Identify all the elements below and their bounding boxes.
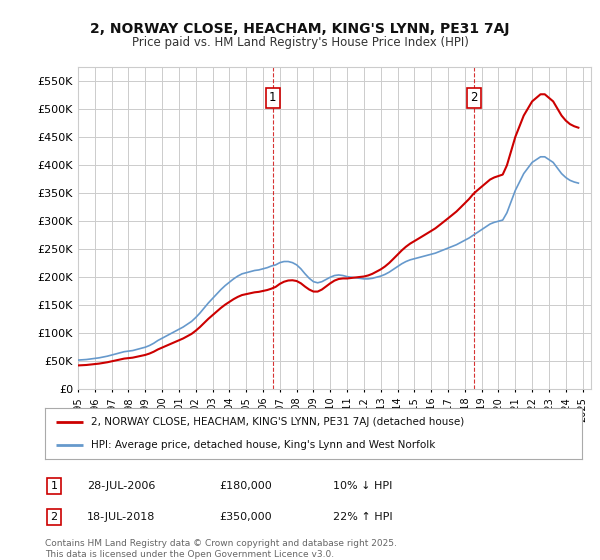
- Text: £180,000: £180,000: [219, 481, 272, 491]
- Text: Contains HM Land Registry data © Crown copyright and database right 2025.
This d: Contains HM Land Registry data © Crown c…: [45, 539, 397, 559]
- Text: 18-JUL-2018: 18-JUL-2018: [87, 512, 155, 522]
- Text: 2, NORWAY CLOSE, HEACHAM, KING'S LYNN, PE31 7AJ: 2, NORWAY CLOSE, HEACHAM, KING'S LYNN, P…: [90, 22, 510, 36]
- Text: 28-JUL-2006: 28-JUL-2006: [87, 481, 155, 491]
- Text: Price paid vs. HM Land Registry's House Price Index (HPI): Price paid vs. HM Land Registry's House …: [131, 36, 469, 49]
- Text: 1: 1: [269, 91, 277, 104]
- Text: 2, NORWAY CLOSE, HEACHAM, KING'S LYNN, PE31 7AJ (detached house): 2, NORWAY CLOSE, HEACHAM, KING'S LYNN, P…: [91, 417, 464, 427]
- Text: 1: 1: [50, 481, 58, 491]
- Text: HPI: Average price, detached house, King's Lynn and West Norfolk: HPI: Average price, detached house, King…: [91, 440, 435, 450]
- Text: 2: 2: [50, 512, 58, 522]
- Text: £350,000: £350,000: [219, 512, 272, 522]
- Text: 2: 2: [470, 91, 478, 104]
- Text: 22% ↑ HPI: 22% ↑ HPI: [333, 512, 392, 522]
- Text: 10% ↓ HPI: 10% ↓ HPI: [333, 481, 392, 491]
